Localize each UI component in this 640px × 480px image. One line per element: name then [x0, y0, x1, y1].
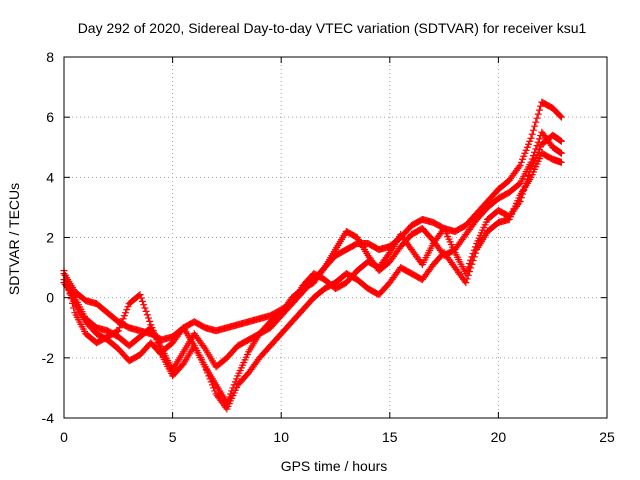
data-point	[468, 260, 476, 268]
data-point	[122, 309, 130, 317]
data-point	[210, 384, 218, 392]
y-tick-label: -4	[42, 410, 55, 426]
data-point	[140, 301, 148, 309]
data-point	[528, 130, 536, 138]
data-point	[464, 271, 472, 279]
y-tick-label: -2	[42, 350, 55, 366]
data-points	[60, 98, 565, 413]
data-point	[516, 161, 524, 169]
data-point	[120, 312, 128, 320]
data-point	[519, 155, 527, 163]
data-point	[319, 265, 327, 273]
data-point	[200, 343, 208, 351]
data-point	[527, 134, 535, 142]
plot-frame	[63, 56, 608, 419]
data-point	[123, 306, 131, 314]
data-point	[467, 264, 475, 272]
data-point	[557, 158, 565, 166]
chart-title: Day 292 of 2020, Sidereal Day-to-day VTE…	[78, 20, 587, 36]
y-axis-title: SDTVAR / TECUs	[6, 183, 22, 295]
data-point	[146, 317, 154, 325]
data-point	[529, 126, 537, 134]
data-point	[124, 303, 132, 311]
y-tick-label: 0	[46, 290, 54, 306]
data-point	[117, 321, 125, 329]
data-point	[141, 304, 149, 312]
data-point	[525, 140, 533, 148]
x-tick-label: 15	[382, 429, 398, 445]
grid-lines	[64, 57, 607, 418]
data-point	[61, 271, 69, 279]
data-point	[211, 387, 219, 395]
data-point	[157, 349, 165, 357]
data-point	[469, 257, 477, 265]
data-point	[233, 375, 241, 383]
data-point	[143, 311, 151, 319]
data-point	[534, 138, 542, 146]
data-point	[523, 143, 531, 151]
data-point	[204, 369, 212, 377]
data-point	[521, 149, 529, 157]
data-point	[533, 114, 541, 122]
data-point	[142, 307, 150, 315]
series-day-4	[60, 149, 565, 413]
data-point	[119, 315, 127, 323]
data-point	[471, 249, 479, 257]
y-tick-label: 2	[46, 230, 54, 246]
data-point	[515, 163, 523, 171]
data-point	[557, 149, 565, 157]
x-tick-label: 20	[491, 429, 507, 445]
data-point	[532, 118, 540, 126]
data-point	[385, 250, 393, 258]
data-point	[114, 327, 122, 335]
data-point	[463, 275, 471, 283]
tick-labels: 0 5 10 15 20 25 -4 -2 0 2 4 6 8	[42, 49, 615, 445]
data-point	[470, 253, 478, 261]
data-point	[136, 291, 144, 299]
data-point	[534, 110, 542, 118]
data-point	[556, 137, 564, 145]
data-point	[535, 135, 543, 143]
data-point	[556, 149, 564, 157]
series-day-2	[60, 128, 565, 407]
data-point	[462, 279, 470, 287]
data-point	[517, 158, 525, 166]
x-tick-label: 25	[599, 429, 615, 445]
data-point	[206, 375, 214, 383]
data-point	[137, 294, 145, 302]
y-tick-label: 6	[46, 109, 54, 125]
series-day-3	[60, 131, 565, 374]
data-point	[522, 146, 530, 154]
x-tick-label: 0	[60, 429, 68, 445]
x-tick-label: 10	[273, 429, 289, 445]
y-tick-label: 8	[46, 49, 54, 65]
data-point	[202, 366, 210, 374]
data-point	[144, 314, 152, 322]
data-point	[465, 268, 473, 276]
data-point	[205, 372, 213, 380]
data-point	[557, 113, 565, 121]
data-point	[118, 318, 126, 326]
data-point	[531, 122, 539, 130]
x-axis-title: GPS time / hours	[281, 458, 388, 474]
data-point	[556, 112, 564, 120]
y-tick-label: 4	[46, 169, 54, 185]
data-point	[201, 363, 209, 371]
data-point	[526, 137, 534, 145]
data-point	[207, 378, 215, 386]
axis-ticks	[63, 56, 608, 419]
data-point	[535, 106, 543, 114]
data-point	[557, 137, 565, 145]
data-point	[138, 297, 146, 305]
data-point	[533, 142, 541, 150]
data-point	[520, 152, 528, 160]
data-point	[208, 381, 216, 389]
x-tick-label: 5	[169, 429, 177, 445]
data-point	[116, 324, 124, 332]
